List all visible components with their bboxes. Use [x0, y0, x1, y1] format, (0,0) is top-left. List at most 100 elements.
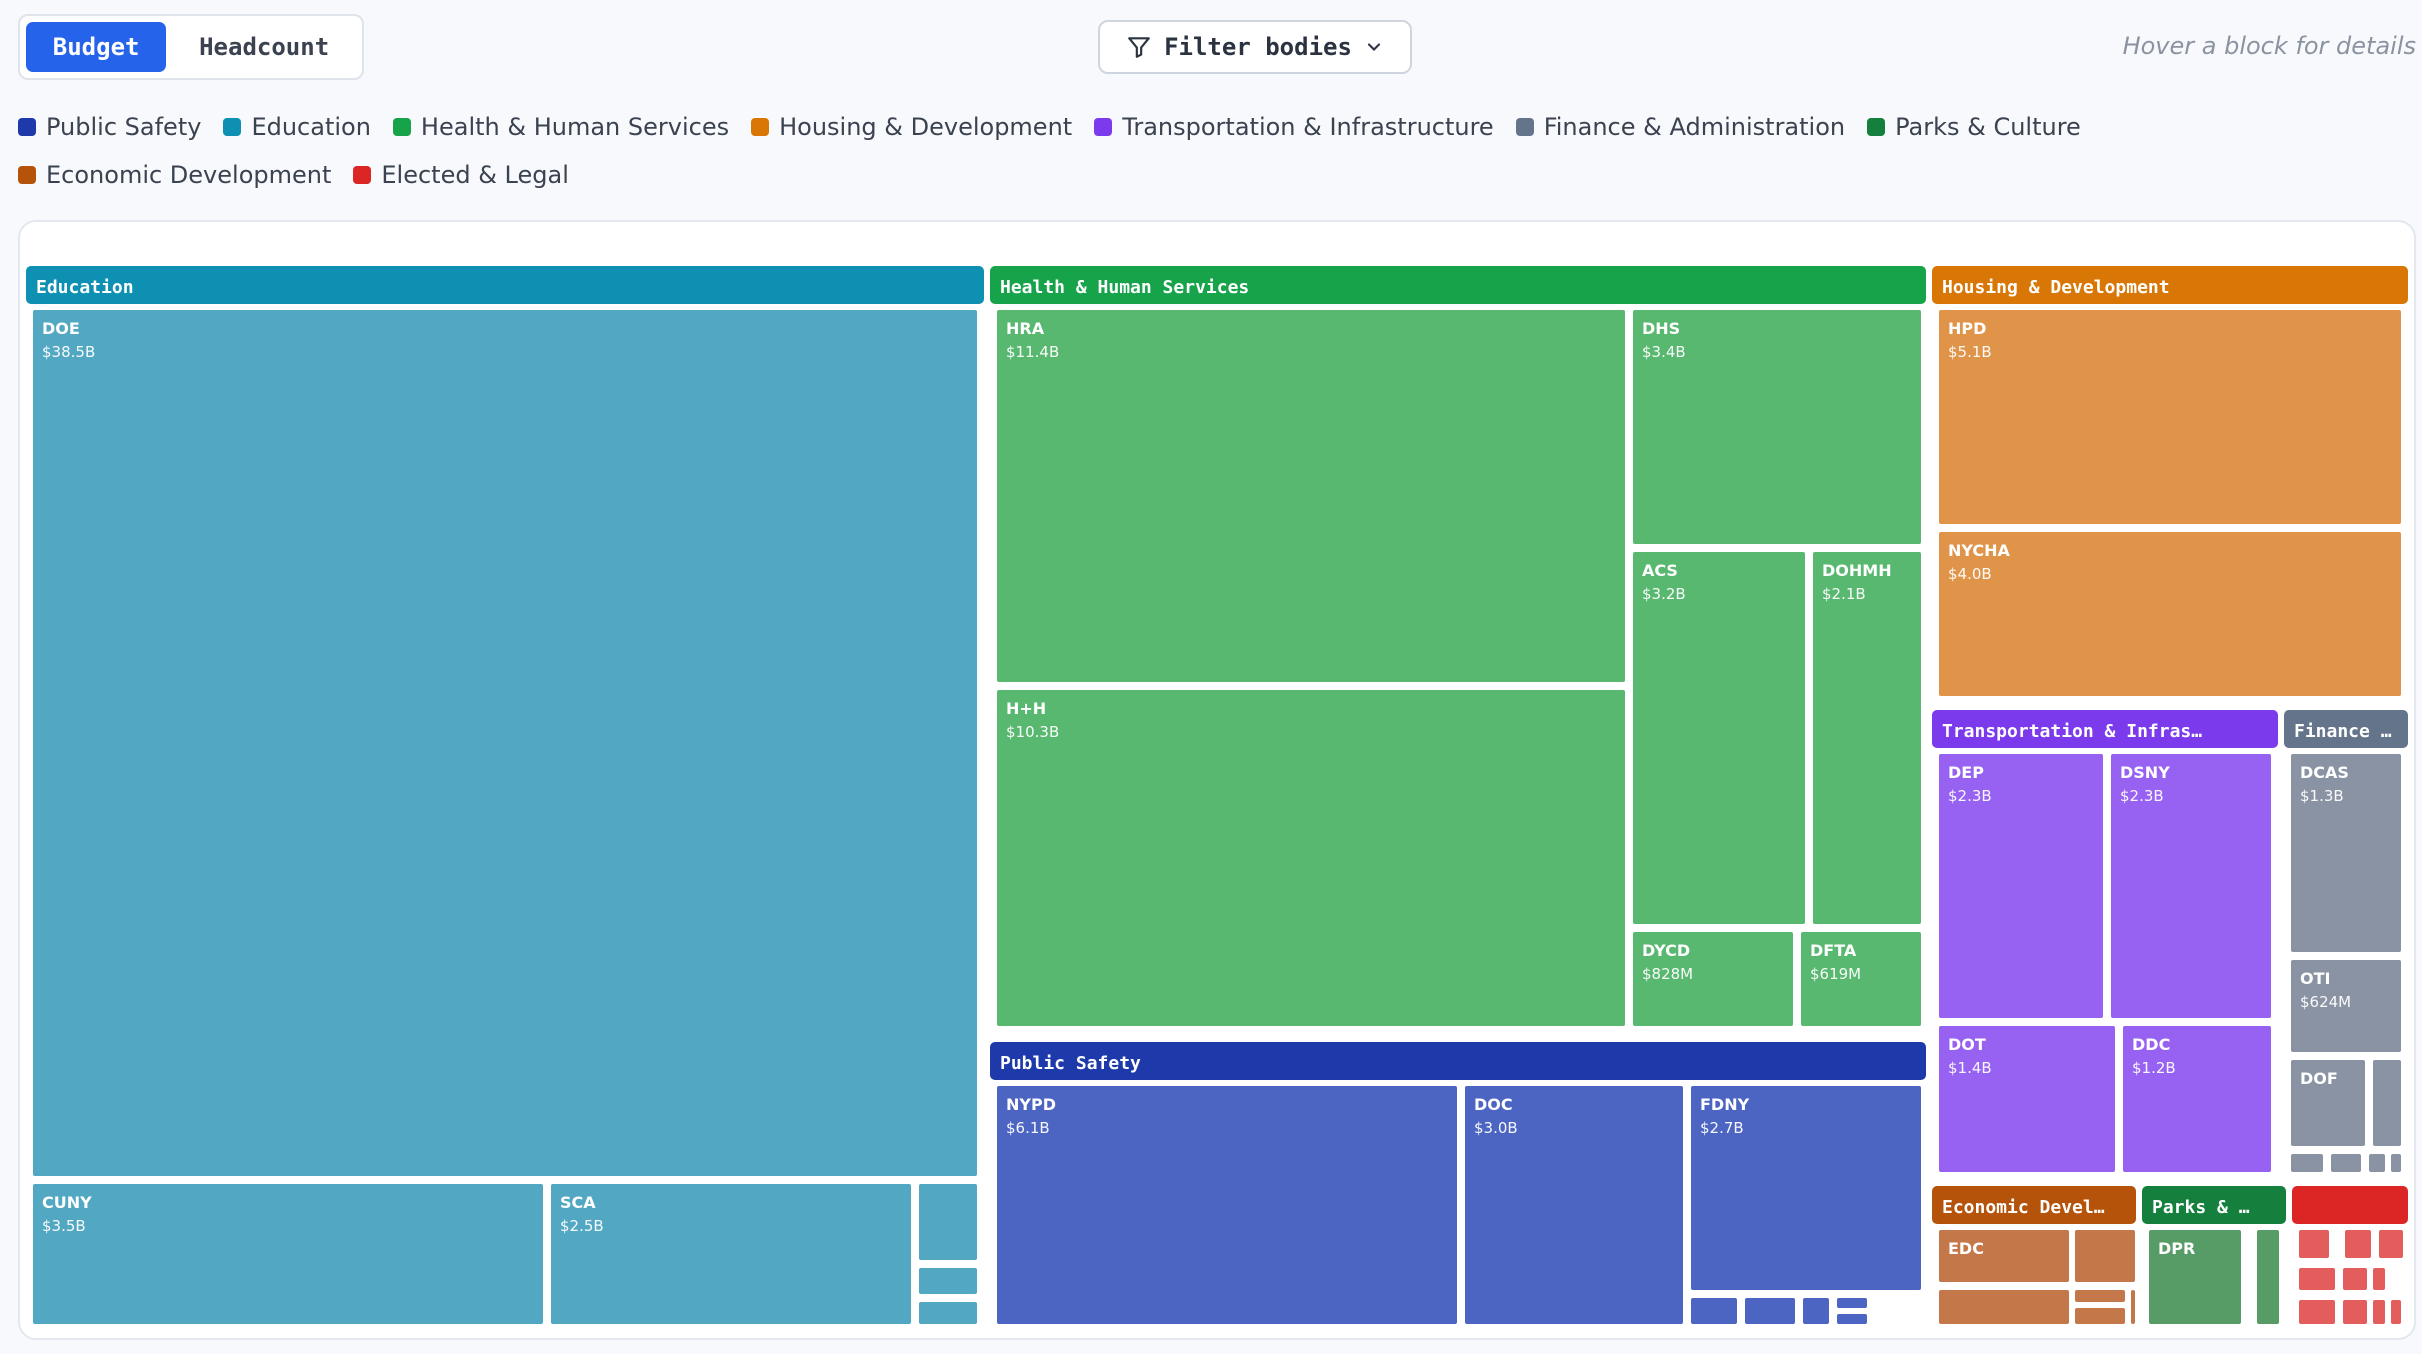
tile-rect — [997, 1086, 1457, 1324]
treemap-tile[interactable] — [2379, 1230, 2403, 1258]
treemap-tile[interactable]: DDC $1.2B — [2123, 1026, 2271, 1172]
treemap-tile[interactable]: EDC — [1939, 1230, 2069, 1282]
treemap-tile[interactable] — [2343, 1300, 2367, 1324]
tile-value: $3.4B — [1642, 343, 1686, 361]
tile-rect — [1939, 1230, 2069, 1282]
tile-rect — [919, 1302, 977, 1324]
tile-value: $2.7B — [1700, 1119, 1744, 1137]
tile-name: DSNY — [2120, 763, 2170, 782]
treemap-tile[interactable] — [2369, 1154, 2385, 1172]
chevron-down-icon — [1367, 43, 1380, 51]
treemap-tile[interactable]: DPR — [2149, 1230, 2241, 1324]
treemap-tile[interactable] — [2291, 1154, 2323, 1172]
treemap-tile[interactable]: DOE $38.5B — [33, 310, 977, 1176]
tile-rect — [2075, 1290, 2125, 1302]
tile-rect — [2331, 1154, 2361, 1172]
legend: Public Safety Education Health & Human Ser… — [18, 110, 2318, 192]
treemap-tile[interactable] — [2299, 1300, 2335, 1324]
legend-label: Education — [251, 113, 371, 141]
group-header — [1932, 710, 2278, 748]
legend-swatch — [751, 118, 770, 136]
treemap-tile[interactable]: H+H $10.3B — [997, 690, 1625, 1026]
treemap-group: Transportation & Infras… DEP $2.3B DSNY $2.3… — [1932, 710, 2278, 1172]
tile-rect — [2299, 1300, 2335, 1324]
treemap-tile[interactable] — [2373, 1268, 2385, 1290]
treemap-tile[interactable]: DCAS $1.3B — [2291, 754, 2401, 952]
tile-rect — [1813, 552, 1921, 924]
treemap-tile[interactable] — [2373, 1300, 2385, 1324]
treemap-tile[interactable]: DSNY $2.3B — [2111, 754, 2271, 1018]
treemap-tile[interactable]: DOHMH $2.1B — [1813, 552, 1921, 924]
treemap-tile[interactable]: CUNY $3.5B — [33, 1184, 543, 1324]
treemap-tile[interactable] — [1803, 1298, 1829, 1324]
treemap-tile[interactable]: DEP $2.3B — [1939, 754, 2103, 1018]
treemap-tile[interactable] — [2331, 1154, 2361, 1172]
tile-name: DHS — [1642, 319, 1680, 338]
group-label: Finance … — [2294, 721, 2392, 742]
tile-rect — [2257, 1230, 2279, 1324]
treemap-tile[interactable] — [2391, 1154, 2401, 1172]
treemap-tile[interactable]: SCA $2.5B — [551, 1184, 911, 1324]
treemap-tile[interactable] — [1691, 1298, 1737, 1324]
tile-value: $1.2B — [2132, 1059, 2176, 1077]
treemap-tile[interactable] — [1745, 1298, 1795, 1324]
treemap-tile[interactable]: HPD $5.1B — [1939, 310, 2401, 524]
tile-rect — [2379, 1230, 2403, 1258]
legend-item: Finance & Administration — [1515, 110, 1845, 144]
treemap-tile[interactable]: DYCD $828M — [1633, 932, 1793, 1026]
treemap-tile[interactable] — [919, 1302, 977, 1324]
treemap-tile[interactable] — [2131, 1290, 2135, 1324]
treemap-tile[interactable] — [2299, 1230, 2329, 1258]
treemap-tile[interactable] — [2299, 1268, 2335, 1290]
treemap-tile[interactable] — [919, 1268, 977, 1294]
treemap-tile[interactable]: HRA $11.4B — [997, 310, 1625, 682]
treemap-tile[interactable]: ACS $3.2B — [1633, 552, 1805, 924]
tile-rect — [1801, 932, 1921, 1026]
treemap-tile[interactable] — [1837, 1298, 1867, 1308]
filter-bodies-button[interactable]: Filter bodies — [1098, 20, 1412, 74]
treemap-tile[interactable] — [2345, 1230, 2371, 1258]
treemap-tile[interactable]: DHS $3.4B — [1633, 310, 1921, 544]
tile-value: $38.5B — [42, 343, 95, 361]
treemap-tile[interactable]: DFTA $619M — [1801, 932, 1921, 1026]
tile-name: OTI — [2300, 969, 2330, 988]
treemap-tile[interactable] — [2257, 1230, 2279, 1324]
treemap-tile[interactable] — [2373, 1060, 2401, 1146]
treemap-tile[interactable] — [2075, 1290, 2125, 1302]
tile-rect — [2131, 1290, 2135, 1324]
legend-label: Public Safety — [46, 113, 202, 141]
tile-name: DCAS — [2300, 763, 2349, 782]
legend-label: Economic Development — [46, 161, 332, 189]
treemap-tile[interactable]: DOC $3.0B — [1465, 1086, 1683, 1324]
tile-rect — [2373, 1300, 2385, 1324]
tile-name: HRA — [1006, 319, 1045, 338]
treemap-tile[interactable] — [2343, 1268, 2367, 1290]
legend-swatch — [18, 166, 36, 184]
treemap-tile[interactable] — [2075, 1230, 2135, 1282]
treemap-tile[interactable] — [2075, 1308, 2125, 1324]
tile-name: HPD — [1948, 319, 1986, 338]
treemap-group: Housing & Development HPD $5.1B NYCHA $4.0B — [1932, 266, 2408, 696]
legend-label: Transportation & Infrastructure — [1122, 113, 1494, 141]
treemap-tile[interactable]: OTI $624M — [2291, 960, 2401, 1052]
treemap-tile[interactable]: NYCHA $4.0B — [1939, 532, 2401, 696]
budget-toggle-button[interactable]: Budget — [26, 22, 167, 72]
treemap-tile[interactable] — [1939, 1290, 2069, 1324]
legend-swatch — [392, 118, 411, 136]
tile-name: NYPD — [1006, 1095, 1056, 1114]
group-header — [26, 266, 984, 304]
treemap-tile[interactable] — [2391, 1300, 2401, 1324]
treemap-group: Economic Devel… EDC — [1932, 1186, 2136, 1324]
treemap-tile[interactable]: DOT $1.4B — [1939, 1026, 2115, 1172]
headcount-toggle-button[interactable]: Headcount — [199, 33, 330, 61]
treemap-tile[interactable]: DOF — [2291, 1060, 2365, 1146]
tile-name: SCA — [560, 1193, 596, 1212]
treemap-tile[interactable] — [1837, 1314, 1867, 1324]
treemap-tile[interactable]: NYPD $6.1B — [997, 1086, 1457, 1324]
treemap-tile[interactable] — [919, 1184, 977, 1260]
treemap-group: Education DOE $38.5B CUNY $3.5B SCA $2.5B — [26, 266, 984, 1324]
treemap-tile[interactable]: FDNY $2.7B — [1691, 1086, 1921, 1290]
tile-name: NYCHA — [1948, 541, 2011, 560]
tile-rect — [1633, 932, 1793, 1026]
filter-icon — [1128, 37, 1150, 58]
